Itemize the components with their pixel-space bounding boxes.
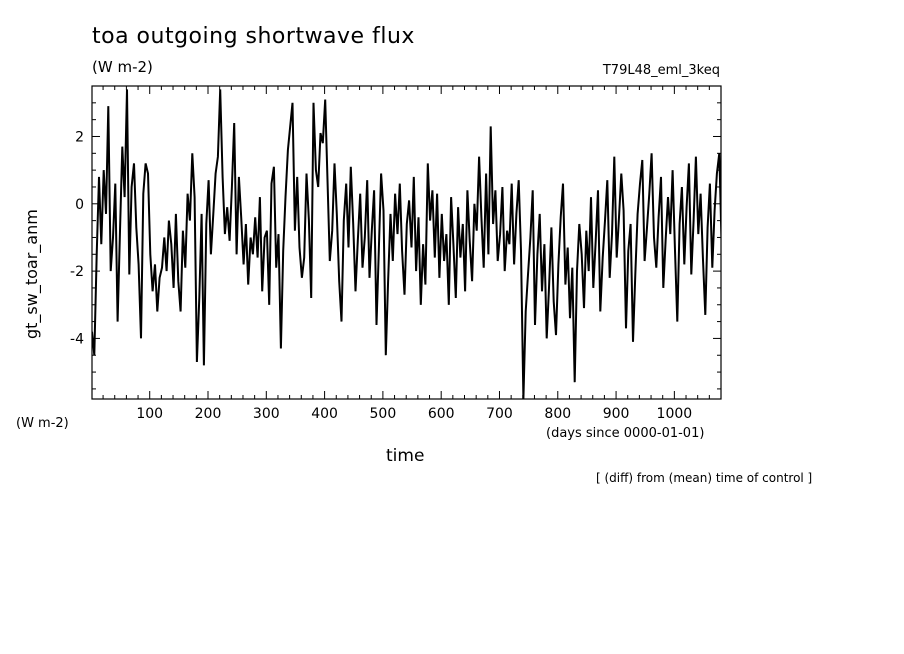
- x-tick-label: 100: [136, 406, 163, 422]
- chart-title: toa outgoing shortwave flux: [92, 24, 415, 49]
- x-tick-label: 800: [544, 406, 571, 422]
- x-tick-label: 300: [253, 406, 280, 422]
- x-tick-label: 600: [428, 406, 455, 422]
- x-tick-label: 500: [370, 406, 397, 422]
- x-tick-label: 200: [195, 406, 222, 422]
- y-axis-units: (W m-2): [16, 416, 69, 431]
- x-tick-label: 1000: [657, 406, 693, 422]
- y-tick-label: 2: [75, 129, 84, 145]
- x-tick-label: 400: [311, 406, 338, 422]
- chart-units: (W m-2): [92, 58, 153, 76]
- run-label: T79L48_eml_3keq: [602, 63, 720, 78]
- x-tick-label: 900: [603, 406, 630, 422]
- y-tick-label: -2: [70, 264, 84, 280]
- x-axis-label: time: [386, 446, 425, 466]
- x-tick-label: 700: [486, 406, 513, 422]
- x-axis-units: (days since 0000-01-01): [546, 426, 705, 441]
- series-line: [92, 89, 721, 399]
- footnote: [ (diff) from (mean) time of control ]: [596, 471, 813, 485]
- y-tick-label: -4: [70, 331, 84, 347]
- y-tick-label: 0: [75, 197, 84, 213]
